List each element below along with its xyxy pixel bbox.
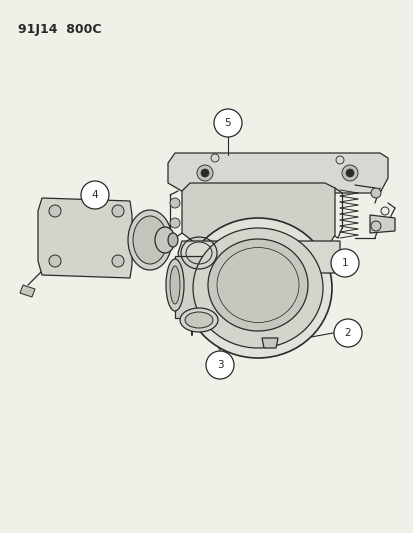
Ellipse shape [166,259,183,311]
Circle shape [333,319,361,347]
Circle shape [49,255,61,267]
Ellipse shape [207,239,307,331]
Circle shape [214,109,242,137]
Text: 4: 4 [91,190,98,200]
Bar [175,256,223,318]
Circle shape [170,198,180,208]
Circle shape [341,165,357,181]
Circle shape [197,165,212,181]
Circle shape [370,221,380,231]
Circle shape [345,169,353,177]
Polygon shape [261,338,277,348]
Text: 2: 2 [344,328,351,338]
Ellipse shape [183,218,331,358]
Circle shape [49,205,61,217]
Text: 3: 3 [216,360,223,370]
Polygon shape [182,183,334,243]
Circle shape [330,249,358,277]
Text: 1: 1 [341,258,347,268]
Text: 91J14  800C: 91J14 800C [18,23,101,36]
Polygon shape [178,241,339,273]
Polygon shape [38,198,132,278]
Circle shape [112,255,124,267]
Ellipse shape [170,266,180,304]
Circle shape [206,351,233,379]
Ellipse shape [192,228,322,348]
Ellipse shape [128,210,171,270]
Circle shape [81,181,109,209]
Ellipse shape [154,227,175,253]
Text: 5: 5 [224,118,231,128]
Circle shape [112,205,124,217]
Polygon shape [168,153,387,193]
Ellipse shape [168,233,178,247]
Circle shape [170,218,180,228]
Circle shape [201,169,209,177]
Ellipse shape [185,312,212,328]
Ellipse shape [133,216,166,264]
Circle shape [370,188,380,198]
Polygon shape [369,215,394,233]
Ellipse shape [180,308,218,332]
Polygon shape [20,285,35,297]
